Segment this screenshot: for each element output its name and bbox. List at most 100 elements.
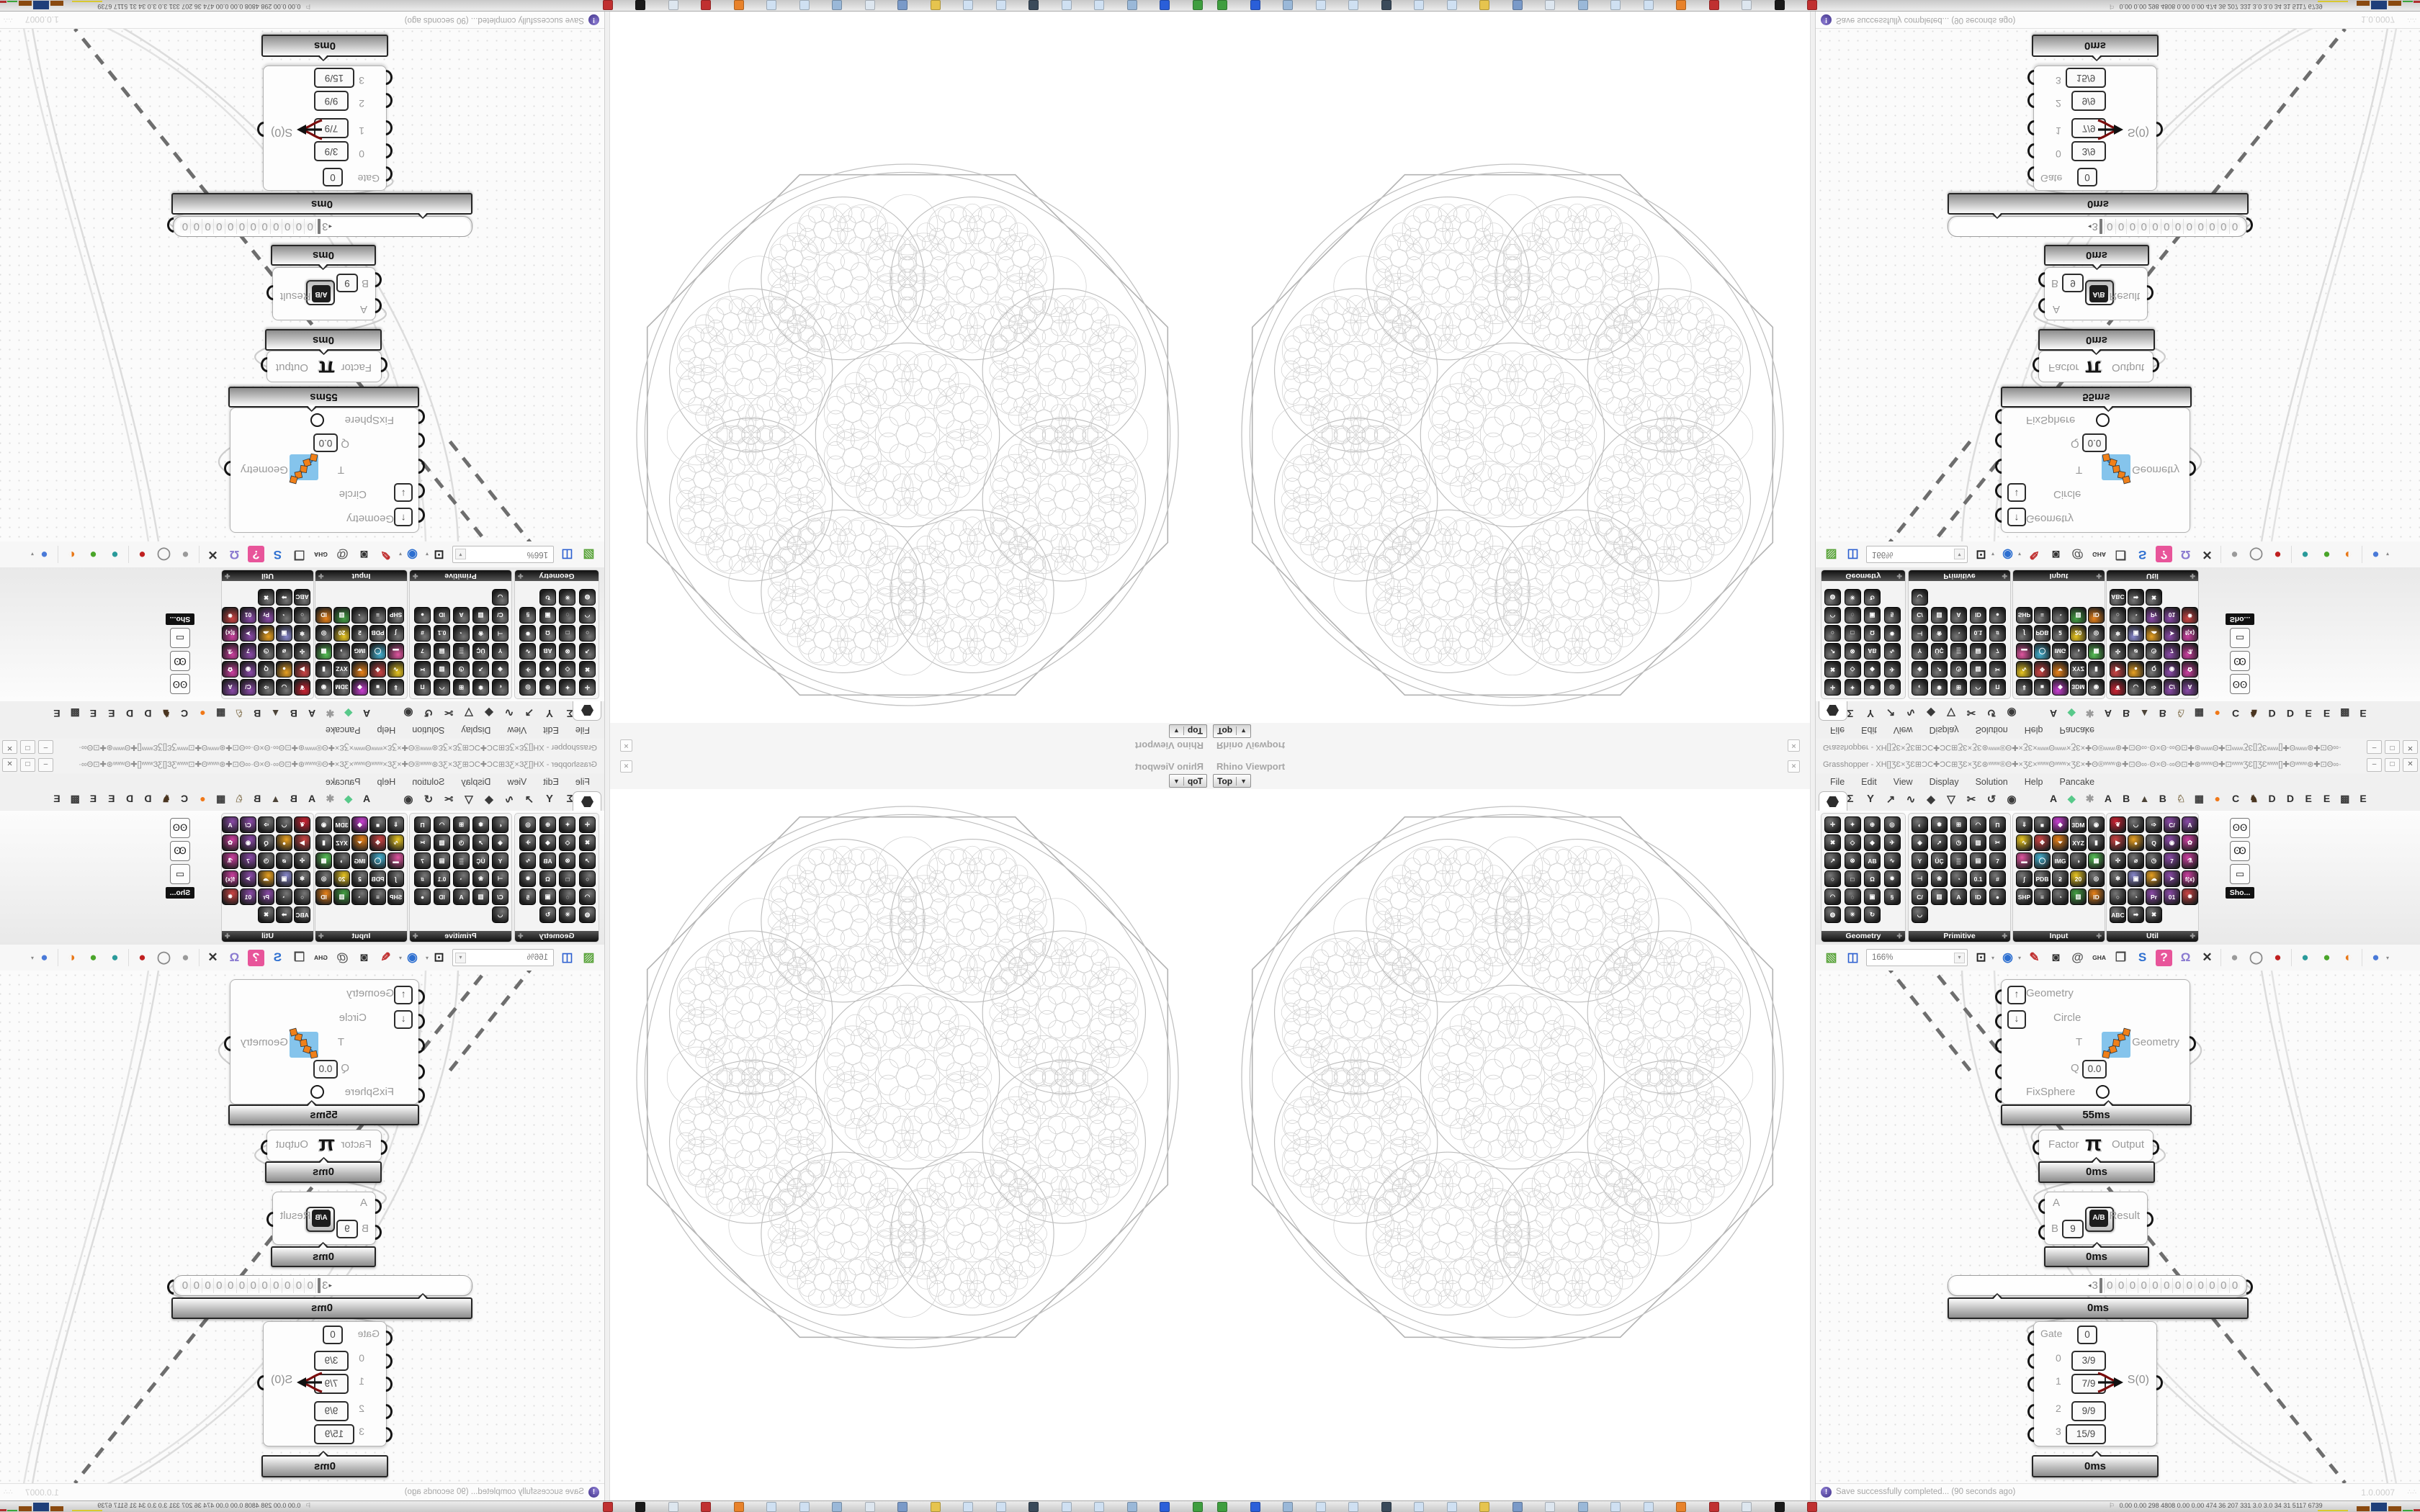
component-icon-geometry-9[interactable]: ⊗ <box>1844 852 1861 869</box>
gate-grip[interactable] <box>379 1331 393 1346</box>
component-icon-util-0[interactable]: ❦ <box>2110 679 2126 696</box>
menu-item-file[interactable]: File <box>575 725 590 735</box>
component-icon-input-6[interactable]: ✥ <box>369 834 386 851</box>
gate-value-3[interactable]: 15/9 <box>314 68 354 88</box>
component-icon-input-22[interactable]: ◔ <box>2052 607 2069 624</box>
component-icon-util-8[interactable]: ◉ <box>240 661 256 678</box>
scroller-digit-11[interactable]: 0 <box>179 219 192 234</box>
component-icon-primitive-4[interactable]: Π <box>1989 816 2006 833</box>
zoom-level-dropdown[interactable]: 166% ▾ <box>1866 546 1968 563</box>
bake-green-icon[interactable]: ● <box>89 950 97 964</box>
save-file-icon[interactable]: ◫ <box>561 950 573 964</box>
taskbar-app-icon-14[interactable] <box>1676 0 1686 10</box>
gate-value-0[interactable]: 3/9 <box>314 141 349 161</box>
expand-icon[interactable]: ✚ <box>1896 932 1902 940</box>
bake-grey-icon[interactable]: ● <box>182 548 189 562</box>
gha-installer-icon[interactable]: GHA <box>2092 551 2106 558</box>
component-icon-primitive-1[interactable]: ✹ <box>472 679 489 696</box>
component-icon-primitive-11[interactable]: ÜÇ <box>1931 852 1948 869</box>
component-icon-util-27[interactable]: ✖ <box>2146 906 2162 923</box>
tab-plugin-0[interactable]: A <box>2049 708 2058 719</box>
taskbar-app-icon-12[interactable] <box>799 1502 810 1512</box>
palette-group-label[interactable]: Primitive ✚ <box>1909 931 2010 942</box>
tab-icon-4[interactable]: ◆ <box>485 706 493 719</box>
maximize-button[interactable]: □ <box>20 740 35 754</box>
gate-input-grip-2[interactable] <box>2027 1404 2035 1419</box>
grasshopper-titlebar[interactable]: Grasshopper - XH[]ƷƐ×ƷƐ⊞ƆC✚ƆC⊞ƷƐ×ƷƐ⊛ʷʷʷ®… <box>1816 739 2420 756</box>
component-icon-primitive-23[interactable]: ID <box>434 607 450 624</box>
goggles-icon[interactable]: ꙨꙨ <box>170 818 190 838</box>
tab-icon-1[interactable]: Y <box>1866 793 1874 805</box>
menu-item-edit[interactable]: Edit <box>543 777 559 787</box>
component-icon-input-4[interactable]: ◉ <box>315 679 332 696</box>
graft-arrow-icon[interactable]: ↑ <box>394 986 413 1004</box>
tab-icon-6[interactable]: ✂ <box>444 706 454 719</box>
tab-icon-4[interactable]: ◆ <box>1927 706 1935 719</box>
component-icon-primitive-18[interactable]: 0.1 <box>434 625 450 642</box>
component-icon-primitive-19[interactable]: # <box>1989 625 2006 642</box>
taskbar-app-icon-10[interactable] <box>1545 0 1555 10</box>
component-icon-input-21[interactable]: ≡ <box>2034 888 2051 905</box>
bake-red-icon[interactable]: ● <box>2274 950 2282 964</box>
menu-item-pancake[interactable]: Pancake <box>2059 777 2095 787</box>
component-icon-util-1[interactable]: ◡ <box>2128 679 2144 696</box>
taskbar-app-icon-0[interactable] <box>1193 1502 1203 1512</box>
component-icon-primitive-6[interactable]: ➚ <box>1931 661 1948 678</box>
component-icon-geometry-7[interactable]: ✈ <box>519 661 537 678</box>
save-file-icon[interactable]: ◫ <box>1847 548 1859 562</box>
close-button[interactable]: ✕ <box>2403 758 2418 772</box>
component-icon-util-22[interactable]: Pr <box>258 888 274 905</box>
taskbar-app-icon-1[interactable] <box>1250 0 1260 10</box>
input-grip-b[interactable] <box>368 1225 382 1240</box>
component-icon-util-27[interactable]: ✖ <box>258 589 274 606</box>
component-icon-primitive-1[interactable]: ✹ <box>1931 816 1948 833</box>
component-icon-util-23[interactable]: 01 <box>2164 888 2180 905</box>
taskbar-app-icon-8[interactable] <box>931 1502 941 1512</box>
taskbar-app-icon-4[interactable] <box>1348 1502 1358 1512</box>
resize-grip-icon[interactable]: ∴∴ <box>3 1488 13 1495</box>
tab-plugin-5[interactable]: ▲ <box>270 793 281 804</box>
component-icon-util-4[interactable]: A <box>2182 679 2198 696</box>
easel-icon[interactable]: ▭ <box>170 864 190 884</box>
tab-icon-8[interactable]: ◉ <box>2007 706 2017 719</box>
component-icon-geometry-14[interactable]: Ω <box>1864 870 1881 887</box>
scroller-digit-7[interactable]: 0 <box>2183 1278 2195 1293</box>
component-icon-primitive-15[interactable]: ⊣ <box>1912 870 1928 887</box>
tab-icon-5[interactable]: ▽ <box>1947 706 1955 719</box>
mini-group-label[interactable]: Sho... <box>2226 887 2254 899</box>
tab-plugin-4[interactable]: B <box>290 708 297 719</box>
component-icon-geometry-2[interactable]: ⊕ <box>1864 679 1881 696</box>
component-icon-util-12[interactable]: ◷ <box>2146 643 2162 660</box>
taskbar-app-icon-2[interactable] <box>1283 0 1293 10</box>
tab-plugin-17[interactable]: E <box>2360 708 2367 719</box>
component-icon-geometry-6[interactable]: ◆ <box>539 834 556 851</box>
component-icon-primitive-10[interactable]: Y <box>1912 643 1928 660</box>
galapagos-bulb-icon[interactable]: Ω <box>2180 950 2191 964</box>
component-icon-geometry-13[interactable]: □ <box>559 870 576 887</box>
scroller-digit-0[interactable]: 0 <box>2103 219 2115 234</box>
component-icon-util-6[interactable]: ● <box>276 661 292 678</box>
tab-plugin-6[interactable]: B <box>2159 708 2166 719</box>
component-icon-util-4[interactable]: A <box>2182 816 2198 833</box>
component-icon-primitive-15[interactable]: ⊣ <box>492 870 508 887</box>
zoom-level-dropdown[interactable]: 166% ▾ <box>452 546 554 563</box>
bake-teal-icon[interactable]: ● <box>2301 548 2309 562</box>
cluster-question-icon[interactable]: ? <box>247 546 264 563</box>
component-icon-geometry-9[interactable]: ⊗ <box>1844 643 1861 660</box>
component-icon-input-17[interactable]: ƻ <box>351 625 368 642</box>
taskbar-app-icon-12[interactable] <box>1610 0 1621 10</box>
component-icon-util-1[interactable]: ◡ <box>276 816 292 833</box>
component-icon-geometry-11[interactable]: ∿ <box>1883 852 1901 869</box>
component-icon-geometry-18[interactable]: ▣ <box>1864 607 1881 624</box>
component-icon-util-16[interactable]: ▣ <box>276 625 292 642</box>
remote-at-icon[interactable]: @ <box>336 548 349 562</box>
component-icon-util-22[interactable]: Pr <box>2146 888 2162 905</box>
component-icon-geometry-1[interactable]: ✦ <box>559 679 576 696</box>
chevron-down-icon[interactable]: ▾ <box>425 551 429 558</box>
finder-s-icon[interactable]: S <box>273 548 282 562</box>
component-icon-util-11[interactable]: ⌀ <box>276 643 292 660</box>
scroller-digit-1[interactable]: 0 <box>2115 219 2127 234</box>
minimize-button[interactable]: – <box>2367 740 2382 754</box>
open-file-icon[interactable]: ▧ <box>1825 548 1837 562</box>
component-icon-util-21[interactable]: ◔ <box>276 607 292 624</box>
